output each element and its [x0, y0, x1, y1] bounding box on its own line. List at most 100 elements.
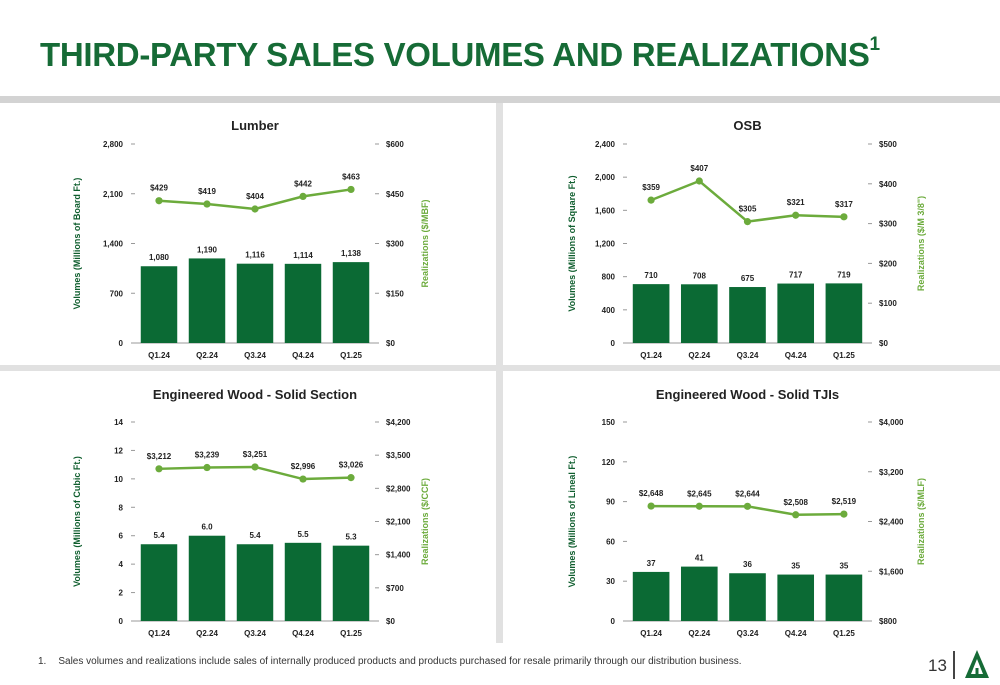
y2-tick-label: $1,600 — [879, 567, 904, 576]
y2-tick-label: $2,100 — [386, 518, 411, 527]
y2-tick-label: $3,500 — [386, 451, 411, 460]
line-value-label: $442 — [294, 179, 312, 188]
y-tick-label: 6 — [119, 532, 124, 541]
bar — [236, 263, 274, 343]
x-tick-label: Q2.24 — [688, 629, 710, 638]
bar-value-label: 717 — [789, 271, 803, 280]
y-tick-label: 400 — [602, 306, 616, 315]
x-tick-label: Q4.24 — [785, 629, 807, 638]
y-tick-label: 150 — [602, 418, 616, 427]
bar — [680, 284, 718, 343]
y-tick-label: 60 — [606, 537, 615, 546]
bar — [284, 263, 322, 343]
x-tick-label: Q3.24 — [244, 351, 266, 360]
bar-value-label: 708 — [693, 271, 707, 280]
y-tick-label: 120 — [602, 458, 616, 467]
line-value-label: $317 — [835, 200, 853, 209]
y-tick-label: 0 — [119, 617, 124, 626]
line-point — [743, 502, 752, 510]
y-tick-label: 1,400 — [103, 240, 124, 249]
y2-tick-label: $0 — [879, 339, 888, 348]
bar — [632, 571, 670, 621]
line-point — [647, 502, 655, 510]
footnote-number: 1. — [38, 656, 47, 667]
x-tick-label: Q3.24 — [737, 351, 759, 360]
bar — [825, 574, 863, 621]
line-value-label: $2,645 — [687, 489, 712, 498]
company-logo-icon — [965, 650, 989, 678]
bar — [332, 262, 370, 343]
y2-tick-label: $800 — [879, 617, 897, 626]
y2-tick-label: $200 — [879, 259, 897, 268]
bar — [777, 574, 815, 621]
line-point — [155, 465, 163, 473]
bar — [632, 284, 670, 343]
bar — [188, 535, 226, 621]
x-tick-label: Q3.24 — [737, 629, 759, 638]
page-title-text: THIRD-PARTY SALES VOLUMES AND REALIZATIO… — [40, 36, 870, 73]
y-tick-label: 2,000 — [595, 173, 616, 182]
chart-title: Engineered Wood - Solid TJIs — [656, 387, 839, 402]
bar-value-label: 1,138 — [341, 249, 362, 258]
y2-tick-label: $2,800 — [386, 484, 411, 493]
line-value-label: $3,212 — [147, 452, 172, 461]
line-value-label: $2,644 — [735, 489, 760, 498]
chart-solid-tjis-svg: Engineered Wood - Solid TJIs 0 30 60 90 120 15… — [567, 387, 926, 638]
line-point — [695, 502, 703, 510]
y2-axis-title: Realizations ($/MBF) — [420, 199, 430, 287]
x-tick-label: Q1.25 — [833, 629, 855, 638]
line-point — [792, 211, 800, 219]
x-tick-label: Q1.24 — [148, 629, 170, 638]
line-point — [299, 475, 307, 483]
x-tick-label: Q2.24 — [196, 351, 218, 360]
bar-value-label: 675 — [741, 274, 755, 283]
line-value-label: $429 — [150, 184, 168, 193]
y2-tick-label: $0 — [386, 339, 395, 348]
chart-solid-section-svg: Engineered Wood - Solid Section 0 2 4 6 8 10 12… — [72, 387, 430, 638]
line-value-label: $407 — [690, 164, 708, 173]
line-value-label: $404 — [246, 192, 264, 201]
line-value-label: $2,519 — [832, 497, 857, 506]
y-tick-label: 2,100 — [103, 190, 124, 199]
y2-axis-title: Realizations ($/M 3/8") — [916, 196, 926, 291]
bar-value-label: 5.5 — [297, 530, 309, 539]
line-value-label: $2,648 — [639, 489, 664, 498]
chart-lumber: Lumber 0 700 1,400 2,100 2,800 $0 $150 $300 $450 $… — [0, 103, 496, 365]
y-tick-label: 0 — [119, 339, 124, 348]
y-tick-label: 90 — [606, 498, 615, 507]
y2-tick-label: $100 — [879, 299, 897, 308]
bar-value-label: 35 — [839, 562, 848, 571]
horizontal-divider — [0, 365, 1000, 371]
y-tick-label: 2,800 — [103, 140, 124, 149]
bar — [777, 283, 815, 343]
page-title: THIRD-PARTY SALES VOLUMES AND REALIZATIO… — [40, 34, 881, 74]
y2-tick-label: $300 — [386, 240, 404, 249]
y-axis-title: Volumes (Millions of Square Ft.) — [567, 175, 577, 311]
line-point — [792, 511, 800, 519]
y2-tick-label: $2,400 — [879, 518, 904, 527]
x-tick-label: Q2.24 — [688, 351, 710, 360]
chart-osb-svg: OSB 0 400 800 1,200 1,600 2,000 2,400 $0 $100 $200… — [567, 118, 926, 360]
line-point — [155, 197, 163, 205]
bar-value-label: 5.3 — [345, 533, 357, 542]
y-tick-label: 0 — [611, 339, 616, 348]
line-value-label: $2,996 — [291, 462, 316, 471]
y2-tick-label: $700 — [386, 584, 404, 593]
bar-value-label: 37 — [647, 559, 656, 568]
y2-tick-label: $4,200 — [386, 418, 411, 427]
line-point — [251, 205, 259, 213]
bar-value-label: 41 — [695, 554, 704, 563]
line-point — [840, 213, 848, 221]
y2-tick-label: $1,400 — [386, 551, 411, 560]
bar-value-label: 1,080 — [149, 253, 170, 262]
chart-solid-section: Engineered Wood - Solid Section 0 2 4 6 8 10 12… — [0, 371, 496, 643]
title-superscript: 1 — [869, 34, 881, 55]
line-point — [203, 463, 211, 472]
line-value-label: $3,026 — [339, 461, 364, 470]
bar — [729, 287, 766, 343]
bar-value-label: 719 — [837, 270, 851, 279]
title-divider — [0, 96, 1000, 103]
bar-value-label: 1,114 — [293, 251, 313, 260]
y-tick-label: 14 — [114, 418, 123, 427]
y2-tick-label: $4,000 — [879, 418, 904, 427]
